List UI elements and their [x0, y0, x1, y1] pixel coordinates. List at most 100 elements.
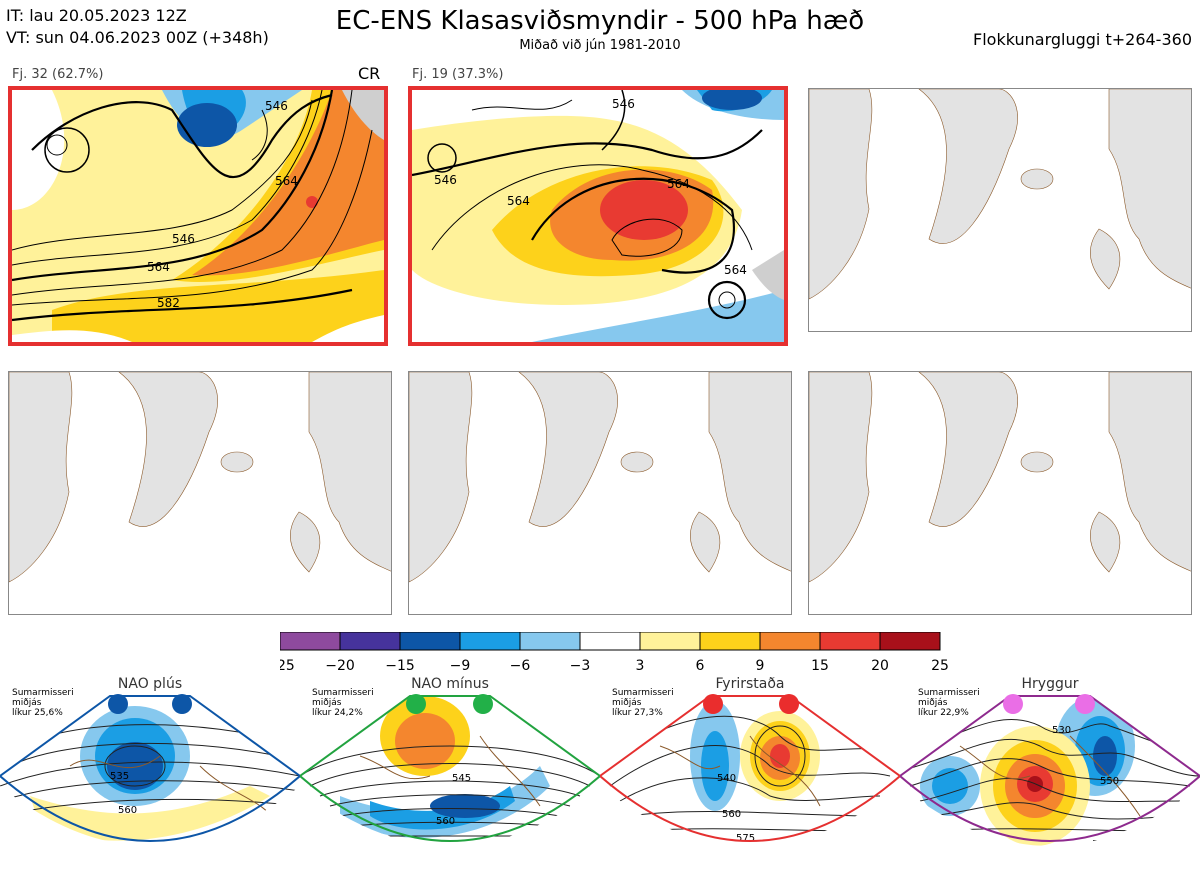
regime-4-dot-1 [1003, 694, 1023, 714]
regime-nao-plus: NAO plús Sumarmisseri miðjás líkur 25,6%… [0, 676, 300, 871]
panel-1-tag: CR [358, 64, 381, 83]
regime-nao-minus: NAO mínus Sumarmisseri miðjás líkur 24,2… [300, 676, 600, 871]
panel-1-contour-3: 582 [157, 296, 180, 310]
colorbar-bin-10 [879, 632, 941, 651]
regime-1-contour-2: 560 [118, 805, 137, 816]
regime-1-season-label: Sumarmisseri [12, 688, 74, 698]
regime-2-contour-3: 575 [448, 849, 467, 860]
regime-1-season-sub: miðjás [12, 698, 42, 708]
colorbar-bin-5 [579, 632, 641, 651]
regime-ridge: Hryggur Sumarmisseri miðjás líkur 22,9% [900, 676, 1200, 871]
colorbar-tick-1: −20 [325, 658, 355, 674]
regime-3-season: Sumarmisseri miðjás líkur 27,3% [612, 688, 674, 718]
colorbar-bin-7 [699, 632, 761, 651]
empty-map-3 [809, 89, 1191, 300]
regime-4-contour-1: 530 [1052, 725, 1071, 736]
regime-3-prob: líkur 27,3% [612, 708, 663, 718]
colorbar-tick-8: 9 [756, 658, 765, 674]
regime-2-contour-2: 560 [436, 816, 455, 827]
panel-1-contour-4: 546 [265, 99, 288, 113]
regime-4-contour-2: 550 [1100, 776, 1119, 787]
panel-1-contour-2: 564 [147, 260, 170, 274]
regime-1-season: Sumarmisseri miðjás líkur 25,6% [12, 688, 74, 718]
regime-3-dot-1 [703, 694, 723, 714]
panel-1-contour-5: 564 [275, 174, 298, 188]
panel-2-contour-4: 564 [724, 263, 747, 277]
regime-3-frame [600, 695, 900, 842]
colorbar-bin-3 [459, 632, 521, 651]
colorbar-bin-0 [280, 632, 341, 651]
regime-4-prob: líkur 22,9% [918, 708, 969, 718]
regime-4-contour-3: 575 [1092, 839, 1111, 850]
colorbar-bin-9 [819, 632, 881, 651]
panel-2-contour-2: 564 [507, 194, 530, 208]
cluster-map-2: 546 564 564 564 546 [412, 90, 784, 342]
regime-3-map: 540 560 575 [600, 694, 900, 844]
regime-1-title: NAO plús [117, 676, 183, 692]
regime-3-season-sub: miðjás [612, 698, 642, 708]
regime-1-frame [0, 695, 300, 842]
panel-1-label: Fj. 32 (62.7%) [12, 67, 104, 82]
panel-2-contour-5: 546 [612, 97, 635, 111]
cluster-panel-5 [408, 371, 792, 615]
colorbar-tick-3: −9 [450, 658, 471, 674]
regime-1-contour-1: 535 [110, 771, 129, 782]
regime-1-dot-1 [108, 694, 128, 714]
regime-4-season-sub: miðjás [918, 698, 948, 708]
regime-3-dot-2 [779, 694, 799, 714]
cluster-panel-2[interactable]: 546 564 564 564 546 [408, 86, 788, 346]
cluster-panel-3 [808, 88, 1192, 332]
colorbar-tick-6: 3 [636, 658, 645, 674]
colorbar-tick-0: −25 [280, 658, 295, 674]
regime-2-dot-2 [473, 694, 493, 714]
cluster-panel-4 [8, 371, 392, 615]
panel-2-label: Fj. 19 (37.3%) [412, 67, 504, 82]
empty-map-6 [809, 372, 1191, 583]
regime-2-season-sub: miðjás [312, 698, 342, 708]
regime-4-dot-2 [1075, 694, 1095, 714]
regime-2-season-label: Sumarmisseri [312, 688, 374, 698]
colorbar-bin-4 [519, 632, 581, 651]
regime-1-dot-2 [172, 694, 192, 714]
regime-2-season: Sumarmisseri miðjás líkur 24,2% [312, 688, 374, 718]
cluster-map-1: 546 564 582 546 564 [12, 90, 384, 342]
regime-2-prob: líkur 24,2% [312, 708, 363, 718]
page-title: EC-ENS Klasasviðsmyndir - 500 hPa hæð [335, 6, 865, 36]
colorbar-tick-5: −3 [570, 658, 591, 674]
regime-2-map: 545 560 575 [300, 694, 600, 860]
empty-map-5 [409, 372, 791, 583]
regime-4-season: Sumarmisseri miðjás líkur 22,9% [918, 688, 980, 718]
colorbar-bin-1 [339, 632, 401, 651]
colorbar-tick-11: 25 [931, 658, 949, 674]
regime-3-contour-1: 540 [717, 773, 736, 784]
panel-2-contour-1: 546 [434, 173, 457, 187]
colorbar-tick-9: 15 [811, 658, 829, 674]
regime-4-map: 530 550 575 [900, 694, 1200, 850]
regime-3-contour-3: 575 [736, 833, 755, 844]
init-time: IT: lau 20.05.2023 12Z [6, 6, 187, 25]
regime-2-title: NAO mínus [411, 676, 489, 692]
regime-3-title: Fyrirstaða [715, 676, 785, 692]
empty-map-4 [9, 372, 391, 583]
valid-time: VT: sun 04.06.2023 00Z (+348h) [6, 28, 269, 47]
colorbar-tick-2: −15 [385, 658, 415, 674]
regime-4-frame [900, 695, 1200, 842]
cluster-panel-1[interactable]: 546 564 582 546 564 [8, 86, 388, 346]
regime-blocking: Fyrirstaða Sumarmisseri miðjás líkur 27,… [600, 676, 900, 871]
regime-3-season-label: Sumarmisseri [612, 688, 674, 698]
regime-1-prob: líkur 25,6% [12, 708, 63, 718]
regime-3-contour-2: 560 [722, 809, 741, 820]
colorbar: −25 −20 −15 −9 −6 −3 3 6 9 15 20 25 [280, 632, 949, 674]
regime-2-dot-1 [406, 694, 426, 714]
cluster-panel-6 [808, 371, 1192, 615]
regime-2-contour-1: 545 [452, 773, 471, 784]
colorbar-bin-8 [759, 632, 821, 651]
colorbar-tick-10: 20 [871, 658, 889, 674]
regime-2-frame [300, 695, 600, 842]
colorbar-tick-4: −6 [510, 658, 531, 674]
colorbar-bin-6 [639, 632, 701, 651]
regime-1-map: 535 560 [0, 694, 300, 842]
colorbar-tick-7: 6 [696, 658, 705, 674]
colorbar-bin-2 [399, 632, 461, 651]
panel-2-contour-3: 564 [667, 177, 690, 191]
